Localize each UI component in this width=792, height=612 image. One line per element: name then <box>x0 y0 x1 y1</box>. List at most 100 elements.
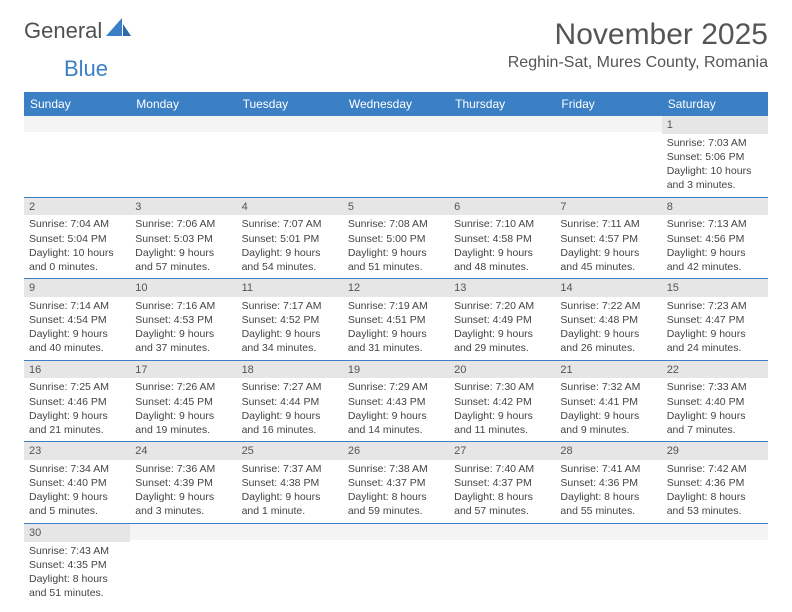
day-line: Sunset: 4:41 PM <box>560 395 656 409</box>
day-content <box>555 132 661 182</box>
day-header: Sunday <box>24 92 130 116</box>
day-cell: 11Sunrise: 7:17 AMSunset: 4:52 PMDayligh… <box>237 279 343 360</box>
day-content: Sunrise: 7:07 AMSunset: 5:01 PMDaylight:… <box>237 215 343 278</box>
day-content: Sunrise: 7:23 AMSunset: 4:47 PMDaylight:… <box>662 297 768 360</box>
day-line: Daylight: 9 hours <box>242 409 338 423</box>
day-content: Sunrise: 7:37 AMSunset: 4:38 PMDaylight:… <box>237 460 343 523</box>
day-line: Sunset: 4:54 PM <box>29 313 125 327</box>
day-number: 24 <box>130 442 236 460</box>
day-line: Daylight: 9 hours <box>135 409 231 423</box>
day-number: 25 <box>237 442 343 460</box>
day-line: Daylight: 9 hours <box>560 409 656 423</box>
day-line: and 42 minutes. <box>667 260 763 274</box>
day-line: Daylight: 9 hours <box>135 490 231 504</box>
day-cell <box>237 116 343 197</box>
day-line: Sunrise: 7:06 AM <box>135 217 231 231</box>
day-cell: 30Sunrise: 7:43 AMSunset: 4:35 PMDayligh… <box>24 524 130 605</box>
day-content: Sunrise: 7:25 AMSunset: 4:46 PMDaylight:… <box>24 378 130 441</box>
day-line: Daylight: 9 hours <box>135 327 231 341</box>
day-line: Sunrise: 7:22 AM <box>560 299 656 313</box>
logo-text-general: General <box>24 18 102 44</box>
day-line: and 57 minutes. <box>454 504 550 518</box>
day-line: Daylight: 9 hours <box>29 327 125 341</box>
day-line: Sunset: 4:43 PM <box>348 395 444 409</box>
day-line: Sunset: 4:56 PM <box>667 232 763 246</box>
day-line: Sunrise: 7:33 AM <box>667 380 763 394</box>
day-line: and 0 minutes. <box>29 260 125 274</box>
logo-sail-icon <box>106 18 132 44</box>
day-number: 17 <box>130 361 236 379</box>
day-cell <box>24 116 130 197</box>
day-line: Daylight: 9 hours <box>29 409 125 423</box>
day-content <box>449 132 555 182</box>
day-content: Sunrise: 7:38 AMSunset: 4:37 PMDaylight:… <box>343 460 449 523</box>
day-number: 11 <box>237 279 343 297</box>
day-line: Daylight: 10 hours <box>29 246 125 260</box>
day-line: Sunrise: 7:10 AM <box>454 217 550 231</box>
day-line: Sunset: 5:04 PM <box>29 232 125 246</box>
day-content: Sunrise: 7:29 AMSunset: 4:43 PMDaylight:… <box>343 378 449 441</box>
day-number: 13 <box>449 279 555 297</box>
day-line: Sunrise: 7:41 AM <box>560 462 656 476</box>
day-number: 16 <box>24 361 130 379</box>
day-line: Sunset: 5:00 PM <box>348 232 444 246</box>
day-line: and 24 minutes. <box>667 341 763 355</box>
month-title: November 2025 <box>508 18 768 52</box>
day-cell: 4Sunrise: 7:07 AMSunset: 5:01 PMDaylight… <box>237 198 343 279</box>
day-line: Sunset: 4:37 PM <box>454 476 550 490</box>
day-line: Sunset: 5:03 PM <box>135 232 231 246</box>
day-header: Friday <box>555 92 661 116</box>
day-number <box>24 116 130 132</box>
day-number <box>449 524 555 540</box>
day-line: Sunrise: 7:17 AM <box>242 299 338 313</box>
day-cell: 3Sunrise: 7:06 AMSunset: 5:03 PMDaylight… <box>130 198 236 279</box>
day-cell <box>449 116 555 197</box>
day-cell <box>449 524 555 605</box>
day-line: Sunrise: 7:34 AM <box>29 462 125 476</box>
day-cell: 5Sunrise: 7:08 AMSunset: 5:00 PMDaylight… <box>343 198 449 279</box>
day-cell: 17Sunrise: 7:26 AMSunset: 4:45 PMDayligh… <box>130 361 236 442</box>
day-line: and 21 minutes. <box>29 423 125 437</box>
day-line: Sunrise: 7:13 AM <box>667 217 763 231</box>
day-line: Sunset: 4:45 PM <box>135 395 231 409</box>
day-cell <box>555 524 661 605</box>
day-line: Daylight: 8 hours <box>348 490 444 504</box>
day-cell: 29Sunrise: 7:42 AMSunset: 4:36 PMDayligh… <box>662 442 768 523</box>
day-line: Daylight: 9 hours <box>667 246 763 260</box>
day-cell: 21Sunrise: 7:32 AMSunset: 4:41 PMDayligh… <box>555 361 661 442</box>
day-line: Sunrise: 7:32 AM <box>560 380 656 394</box>
day-number: 4 <box>237 198 343 216</box>
day-line: and 54 minutes. <box>242 260 338 274</box>
day-line: Daylight: 9 hours <box>348 327 444 341</box>
day-number <box>237 524 343 540</box>
day-content: Sunrise: 7:42 AMSunset: 4:36 PMDaylight:… <box>662 460 768 523</box>
day-content: Sunrise: 7:06 AMSunset: 5:03 PMDaylight:… <box>130 215 236 278</box>
day-number: 22 <box>662 361 768 379</box>
day-number: 10 <box>130 279 236 297</box>
day-content: Sunrise: 7:43 AMSunset: 4:35 PMDaylight:… <box>24 542 130 605</box>
day-line: Sunset: 4:58 PM <box>454 232 550 246</box>
day-line: Sunrise: 7:16 AM <box>135 299 231 313</box>
day-line: Sunrise: 7:20 AM <box>454 299 550 313</box>
day-cell <box>662 524 768 605</box>
day-line: Sunset: 4:46 PM <box>29 395 125 409</box>
day-cell: 2Sunrise: 7:04 AMSunset: 5:04 PMDaylight… <box>24 198 130 279</box>
day-cell: 7Sunrise: 7:11 AMSunset: 4:57 PMDaylight… <box>555 198 661 279</box>
day-cell: 16Sunrise: 7:25 AMSunset: 4:46 PMDayligh… <box>24 361 130 442</box>
day-line: Daylight: 9 hours <box>242 246 338 260</box>
day-content <box>343 540 449 590</box>
day-cell: 25Sunrise: 7:37 AMSunset: 4:38 PMDayligh… <box>237 442 343 523</box>
day-line: and 1 minute. <box>242 504 338 518</box>
day-line: Sunrise: 7:25 AM <box>29 380 125 394</box>
day-line: Sunrise: 7:36 AM <box>135 462 231 476</box>
day-line: Sunset: 4:49 PM <box>454 313 550 327</box>
day-line: and 16 minutes. <box>242 423 338 437</box>
day-line: and 59 minutes. <box>348 504 444 518</box>
day-line: Sunrise: 7:29 AM <box>348 380 444 394</box>
day-cell: 9Sunrise: 7:14 AMSunset: 4:54 PMDaylight… <box>24 279 130 360</box>
day-content: Sunrise: 7:34 AMSunset: 4:40 PMDaylight:… <box>24 460 130 523</box>
day-cell: 23Sunrise: 7:34 AMSunset: 4:40 PMDayligh… <box>24 442 130 523</box>
day-line: Daylight: 8 hours <box>29 572 125 586</box>
day-line: Sunrise: 7:08 AM <box>348 217 444 231</box>
day-number: 18 <box>237 361 343 379</box>
